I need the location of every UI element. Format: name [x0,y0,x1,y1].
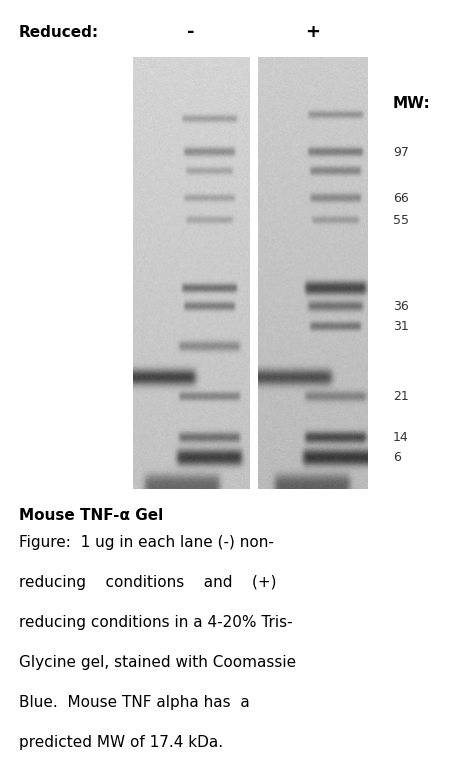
Text: 66: 66 [393,192,409,205]
Text: Glycine gel, stained with Coomassie: Glycine gel, stained with Coomassie [19,655,296,670]
Text: 14: 14 [393,431,409,444]
Text: Figure:  1 ug in each lane (-) non-: Figure: 1 ug in each lane (-) non- [19,535,273,550]
Text: Blue.  Mouse TNF alpha has  a: Blue. Mouse TNF alpha has a [19,695,249,710]
Text: reducing    conditions    and    (+): reducing conditions and (+) [19,575,276,590]
Text: MW:: MW: [393,96,431,112]
Text: 21: 21 [393,390,409,403]
Text: 97: 97 [393,146,409,159]
Text: 6: 6 [393,451,401,464]
Text: Mouse TNF-α Gel: Mouse TNF-α Gel [19,508,163,523]
Text: +: + [305,23,320,42]
Text: 55: 55 [393,214,409,226]
Text: 36: 36 [393,300,409,313]
Text: Reduced:: Reduced: [19,25,99,40]
Text: reducing conditions in a 4-20% Tris-: reducing conditions in a 4-20% Tris- [19,615,292,630]
Text: predicted MW of 17.4 kDa.: predicted MW of 17.4 kDa. [19,735,223,750]
Text: 31: 31 [393,320,409,333]
Text: -: - [187,23,194,42]
